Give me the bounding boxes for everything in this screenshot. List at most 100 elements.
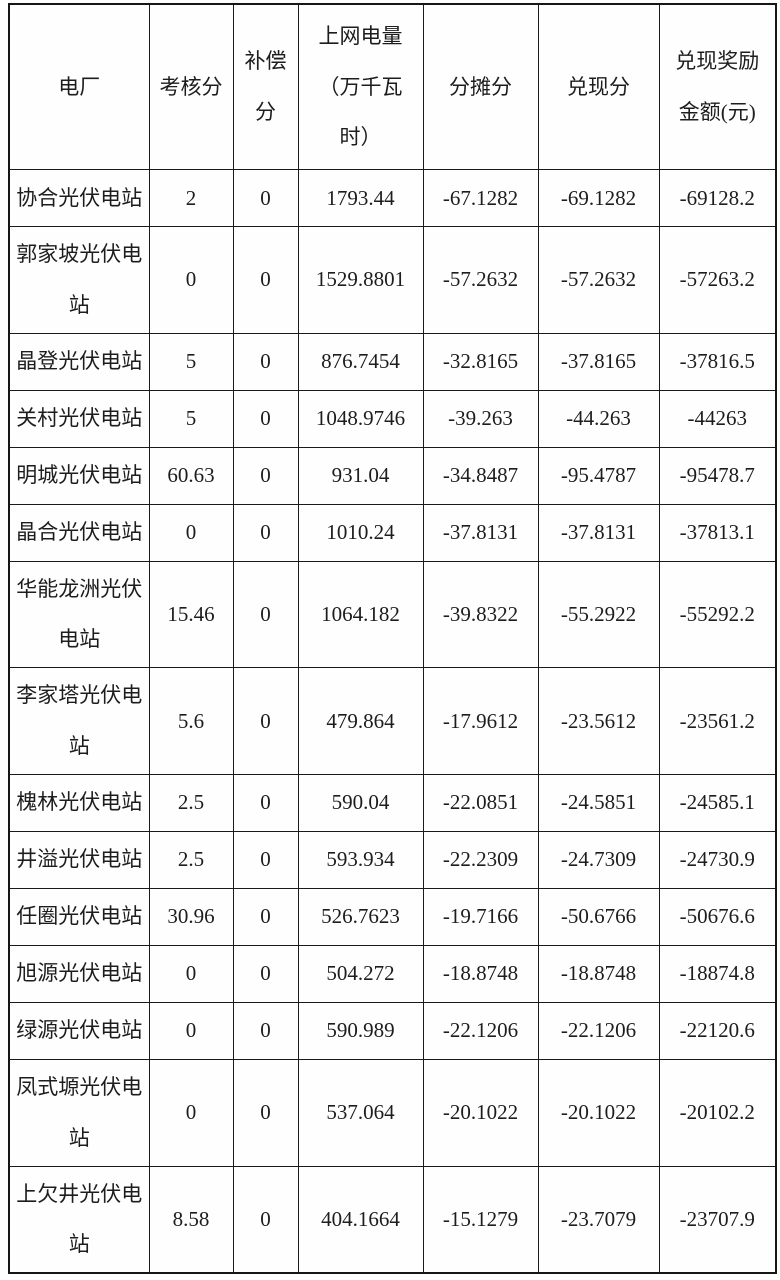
plant-cell: 协合光伏电站 (8, 169, 150, 227)
reward-amount-cell: -20102.2 (658, 1058, 777, 1167)
compensation-score-cell: 0 (232, 1001, 299, 1060)
table-row: 晶登光伏电站 5 0 876.7454 -32.8165 -37.8165 -37816.5 (8, 332, 777, 391)
table-row: 李家塔光伏电站 5.6 0 479.864 -17.9612 -23.5612 -23561… (8, 667, 777, 775)
table-row: 槐林光伏电站 2.5 0 590.04 -22.0851 -24.5851 -24585.1 (8, 773, 777, 832)
compensation-score-cell: 0 (232, 830, 299, 889)
table-row: 华能龙洲光伏电站 15.46 0 1064.182 -39.8322 -55.2922 -5… (8, 560, 777, 669)
reward-amount-cell: -57263.2 (658, 226, 777, 334)
table-row: 凤式塬光伏电站 0 0 537.064 -20.1022 -20.1022 -20102.2 (8, 1058, 777, 1167)
plant-cell: 关村光伏电站 (8, 389, 150, 448)
assessment-score-cell: 0 (148, 226, 234, 334)
reward-amount-cell: -55292.2 (658, 560, 777, 669)
allocation-score-cell: -32.8165 (422, 332, 539, 391)
plant-cell: 井溢光伏电站 (8, 830, 150, 889)
compensation-score-cell: 0 (232, 446, 299, 505)
cash-score-cell: -18.8748 (537, 944, 660, 1003)
allocation-score-cell: -22.1206 (422, 1001, 539, 1060)
cash-score-cell: -57.2632 (537, 226, 660, 334)
assessment-score-cell: 0 (148, 1058, 234, 1167)
plant-cell: 明城光伏电站 (8, 446, 150, 505)
header-grid-energy: 上网电量 （万千瓦 时） (297, 3, 424, 170)
compensation-score-cell: 0 (232, 332, 299, 391)
allocation-score-cell: -34.8487 (422, 446, 539, 505)
allocation-score-cell: -67.1282 (422, 169, 539, 227)
allocation-score-cell: -18.8748 (422, 944, 539, 1003)
grid-energy-cell: 526.7623 (297, 887, 424, 946)
header-cash-score: 兑现分 (537, 3, 660, 170)
cash-score-cell: -23.7079 (537, 1165, 660, 1274)
cash-score-cell: -24.5851 (537, 773, 660, 832)
reward-amount-cell: -24730.9 (658, 830, 777, 889)
plant-cell: 郭家坡光伏电站 (8, 226, 150, 334)
compensation-score-cell: 0 (232, 887, 299, 946)
reward-amount-cell: -50676.6 (658, 887, 777, 946)
cash-score-cell: -69.1282 (537, 169, 660, 227)
grid-energy-cell: 593.934 (297, 830, 424, 889)
compensation-score-cell: 0 (232, 560, 299, 669)
table-row: 明城光伏电站 60.63 0 931.04 -34.8487 -95.4787 -95478… (8, 446, 777, 505)
compensation-score-cell: 0 (232, 169, 299, 227)
compensation-score-cell: 0 (232, 226, 299, 334)
plant-cell: 华能龙洲光伏电站 (8, 560, 150, 669)
cash-score-cell: -37.8165 (537, 332, 660, 391)
header-plant: 电厂 (8, 3, 150, 170)
cash-score-cell: -20.1022 (537, 1058, 660, 1167)
assessment-score-cell: 5 (148, 332, 234, 391)
table-row: 绿源光伏电站 0 0 590.989 -22.1206 -22.1206 -22120.6 (8, 1001, 777, 1060)
reward-amount-cell: -37816.5 (658, 332, 777, 391)
plant-cell: 任圈光伏电站 (8, 887, 150, 946)
allocation-score-cell: -39.263 (422, 389, 539, 448)
plant-cell: 旭源光伏电站 (8, 944, 150, 1003)
allocation-score-cell: -22.0851 (422, 773, 539, 832)
header-allocation-score: 分摊分 (422, 3, 539, 170)
reward-amount-cell: -44263 (658, 389, 777, 448)
reward-amount-cell: -24585.1 (658, 773, 777, 832)
table-row: 井溢光伏电站 2.5 0 593.934 -22.2309 -24.7309 -24730.… (8, 830, 777, 889)
plant-cell: 李家塔光伏电站 (8, 667, 150, 775)
reward-amount-cell: -23707.9 (658, 1165, 777, 1274)
allocation-score-cell: -37.8131 (422, 503, 539, 562)
plant-cell: 凤式塬光伏电站 (8, 1058, 150, 1167)
assessment-score-cell: 0 (148, 1001, 234, 1060)
assessment-score-cell: 15.46 (148, 560, 234, 669)
assessment-score-cell: 2.5 (148, 773, 234, 832)
plant-cell: 绿源光伏电站 (8, 1001, 150, 1060)
grid-energy-cell: 1010.24 (297, 503, 424, 562)
reward-amount-cell: -22120.6 (658, 1001, 777, 1060)
table-row: 郭家坡光伏电站 0 0 1529.8801 -57.2632 -57.2632 -57263… (8, 226, 777, 334)
assessment-score-cell: 8.58 (148, 1165, 234, 1274)
reward-amount-cell: -23561.2 (658, 667, 777, 775)
reward-amount-cell: -95478.7 (658, 446, 777, 505)
allocation-score-cell: -17.9612 (422, 667, 539, 775)
grid-energy-cell: 1793.44 (297, 169, 424, 227)
allocation-score-cell: -20.1022 (422, 1058, 539, 1167)
cash-score-cell: -24.7309 (537, 830, 660, 889)
cash-score-cell: -23.5612 (537, 667, 660, 775)
grid-energy-cell: 537.064 (297, 1058, 424, 1167)
header-compensation-score: 补偿 分 (232, 3, 299, 170)
assessment-score-cell: 60.63 (148, 446, 234, 505)
grid-energy-cell: 1048.9746 (297, 389, 424, 448)
assessment-score-cell: 0 (148, 944, 234, 1003)
grid-energy-cell: 479.864 (297, 667, 424, 775)
compensation-score-cell: 0 (232, 1165, 299, 1274)
grid-energy-cell: 1529.8801 (297, 226, 424, 334)
cash-score-cell: -95.4787 (537, 446, 660, 505)
grid-energy-cell: 1064.182 (297, 560, 424, 669)
allocation-score-cell: -19.7166 (422, 887, 539, 946)
reward-amount-cell: -18874.8 (658, 944, 777, 1003)
cash-score-cell: -50.6766 (537, 887, 660, 946)
assessment-score-cell: 5.6 (148, 667, 234, 775)
grid-energy-cell: 504.272 (297, 944, 424, 1003)
table-row: 任圈光伏电站 30.96 0 526.7623 -19.7166 -50.6766 -506… (8, 887, 777, 946)
table-row: 晶合光伏电站 0 0 1010.24 -37.8131 -37.8131 -37813.1 (8, 503, 777, 562)
allocation-score-cell: -57.2632 (422, 226, 539, 334)
assessment-score-cell: 2.5 (148, 830, 234, 889)
cash-score-cell: -22.1206 (537, 1001, 660, 1060)
assessment-score-cell: 2 (148, 169, 234, 227)
grid-energy-cell: 876.7454 (297, 332, 424, 391)
compensation-score-cell: 0 (232, 667, 299, 775)
reward-amount-cell: -69128.2 (658, 169, 777, 227)
cash-score-cell: -55.2922 (537, 560, 660, 669)
